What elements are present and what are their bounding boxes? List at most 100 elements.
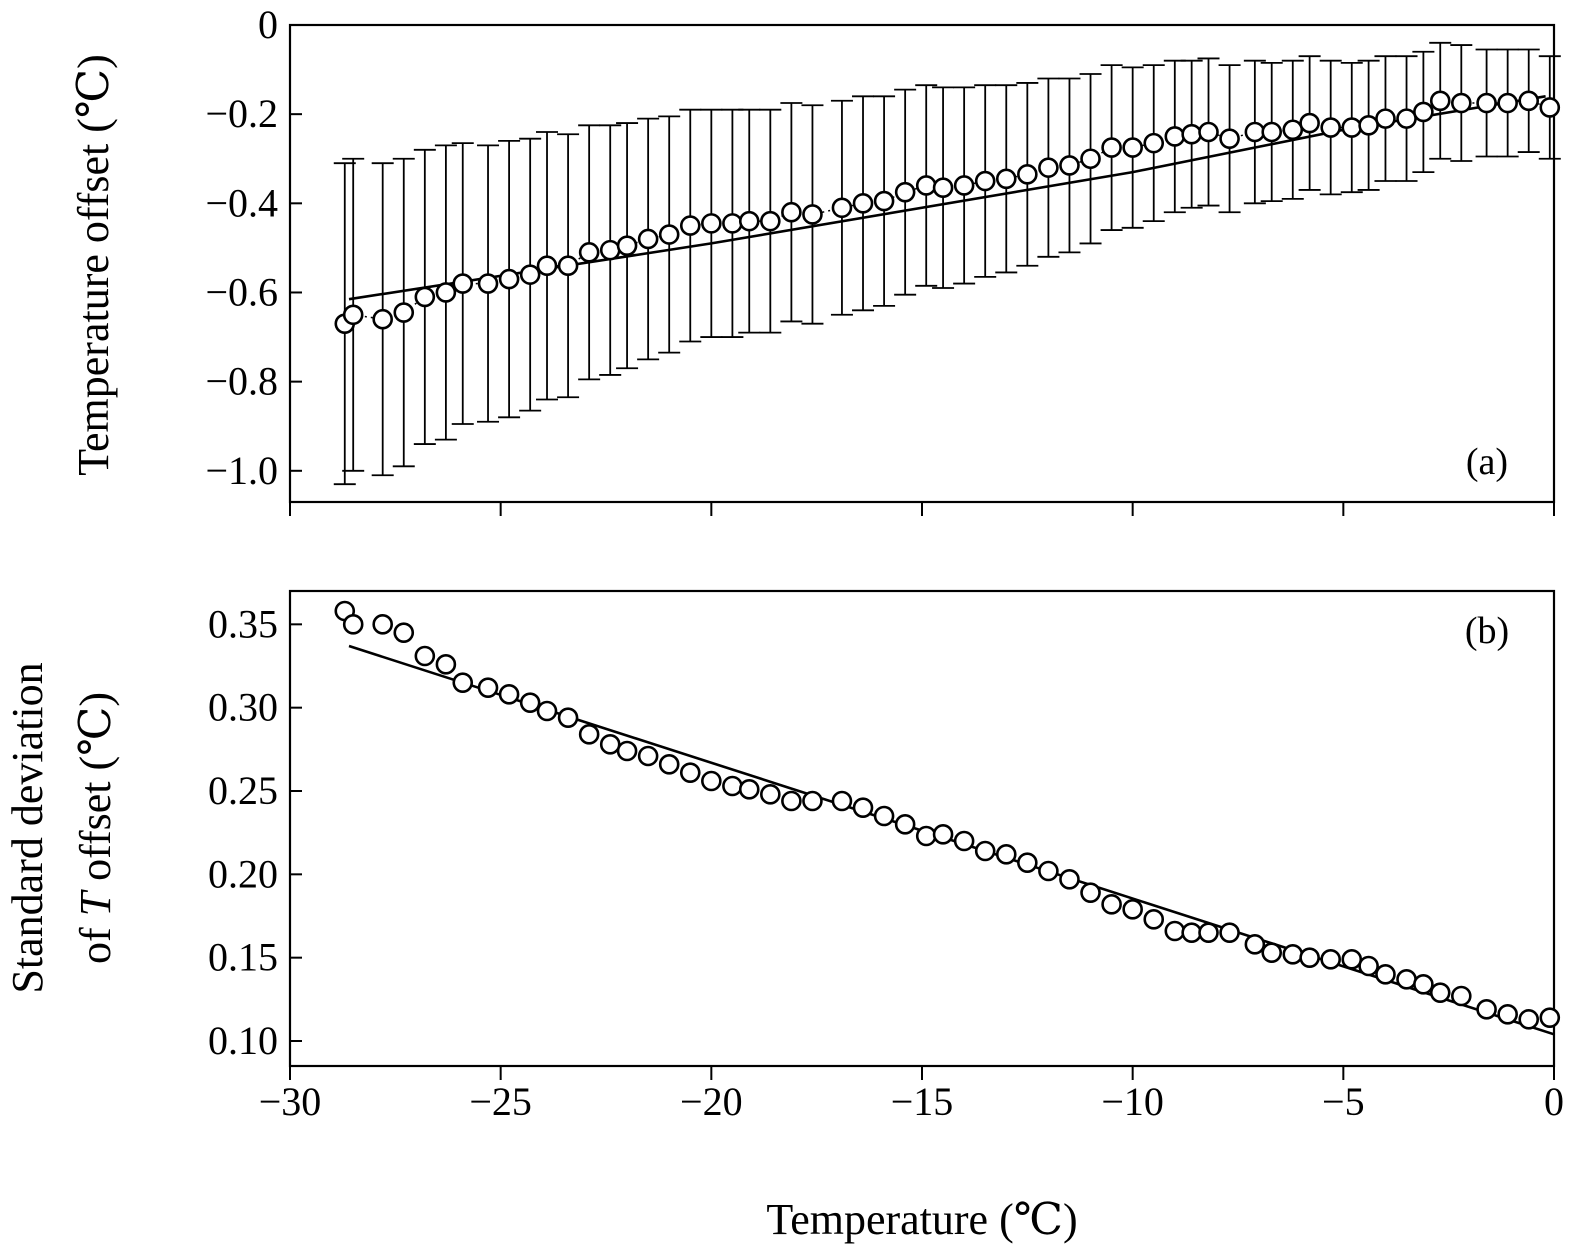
data-point — [599, 239, 621, 261]
data-point — [342, 304, 364, 326]
panel-b: 0.35 0.30 0.25 0.20 0.15 0.10 Standard deviat… — [3, 589, 1561, 1080]
data-point — [802, 204, 823, 225]
data-point — [679, 215, 701, 236]
data-point — [1282, 119, 1304, 141]
panel-b-y-axis-title-line1: Standard deviation — [3, 662, 52, 993]
data-point — [1341, 949, 1363, 970]
data-point — [1181, 922, 1202, 943]
data-point — [953, 175, 975, 196]
data-point — [894, 814, 916, 835]
data-point — [519, 264, 541, 285]
data-point — [738, 779, 760, 800]
y-tick-label: 0.15 — [208, 935, 278, 980]
panel-b-x-ticks — [289, 1066, 1555, 1080]
data-point — [760, 210, 781, 232]
data-point — [1518, 90, 1540, 112]
data-point — [1261, 942, 1283, 963]
data-point — [435, 282, 457, 303]
data-point — [852, 797, 874, 818]
y-tick-label: 0.30 — [208, 685, 278, 730]
data-point — [452, 672, 474, 693]
data-point — [616, 235, 638, 256]
data-point — [372, 614, 393, 635]
data-point — [1181, 123, 1202, 145]
data-point — [1261, 121, 1283, 143]
data-point — [831, 790, 853, 812]
data-point — [342, 614, 364, 635]
y-tick-label: 0.20 — [208, 851, 278, 896]
data-point — [1198, 121, 1219, 143]
panel-a-error-bars — [333, 41, 1561, 486]
data-point — [915, 825, 937, 847]
data-point — [414, 286, 436, 308]
data-point — [1341, 117, 1363, 138]
y-tick-label: 0.10 — [208, 1018, 278, 1063]
x-tick-labels: −30 −25 −20 −15 −10 −5 0 — [259, 1079, 1564, 1124]
data-point — [701, 770, 722, 792]
data-point — [519, 692, 541, 713]
data-point — [1497, 92, 1518, 114]
y-tick-label: −0.2 — [205, 91, 278, 136]
data-point — [616, 740, 638, 762]
data-point — [1164, 126, 1186, 147]
data-point — [1017, 164, 1038, 185]
data-point — [477, 273, 499, 294]
data-point — [393, 302, 415, 323]
data-point — [637, 228, 659, 250]
data-point — [1080, 148, 1101, 170]
panel-b-points — [334, 600, 1561, 1030]
data-point — [995, 168, 1017, 190]
data-point — [1244, 934, 1266, 955]
data-point — [1451, 92, 1472, 114]
x-tick-label: −20 — [680, 1079, 743, 1124]
data-point — [1143, 132, 1165, 154]
data-point — [1164, 920, 1186, 942]
data-point — [658, 754, 680, 775]
data-point — [1198, 922, 1219, 943]
data-point — [1320, 949, 1341, 970]
data-point — [1375, 108, 1396, 129]
data-point — [1101, 894, 1122, 915]
data-point — [894, 181, 916, 203]
data-point — [852, 193, 874, 214]
data-point — [1299, 112, 1320, 134]
panel-a-points — [334, 90, 1561, 334]
data-point — [1429, 90, 1451, 112]
data-point — [679, 762, 701, 783]
data-point — [932, 824, 954, 845]
data-point — [974, 170, 996, 192]
data-point — [1518, 1009, 1540, 1030]
panel-a: 0 −0.2 −0.4 −0.6 −0.8 −1.0 Temperature offset… — [69, 2, 1561, 516]
data-point — [831, 197, 853, 219]
y-tick-label: −0.4 — [205, 180, 278, 225]
data-point — [781, 201, 802, 223]
data-point — [452, 273, 474, 294]
data-point — [536, 700, 558, 722]
panel-b-label: (b) — [1465, 610, 1509, 652]
y-tick-label: −0.6 — [205, 269, 278, 314]
panel-a-label: (a) — [1466, 441, 1508, 483]
data-point — [1122, 137, 1143, 158]
data-point — [1413, 101, 1434, 123]
panel-a-y-ticks: 0 −0.2 −0.4 −0.6 −0.8 −1.0 — [205, 2, 302, 493]
data-point — [1358, 955, 1379, 977]
panel-a-x-ticks — [289, 502, 1555, 516]
data-point — [738, 210, 760, 232]
panel-b-y-axis-title-line2: of T offset (℃) — [71, 692, 120, 964]
data-point — [1038, 157, 1059, 178]
panel-a-frame — [288, 23, 1556, 504]
y-tick-label: 0 — [258, 2, 278, 47]
data-point — [393, 622, 415, 643]
data-point — [953, 830, 975, 852]
y-tick-label: −1.0 — [205, 448, 278, 493]
data-point — [1038, 860, 1059, 882]
data-point — [578, 242, 600, 263]
data-point — [498, 268, 520, 290]
data-point — [1059, 869, 1080, 890]
data-point — [1080, 882, 1101, 903]
panel-b-y-ticks: 0.35 0.30 0.25 0.20 0.15 0.10 — [208, 601, 302, 1063]
data-point — [1358, 115, 1379, 136]
x-tick-label: −30 — [259, 1079, 322, 1124]
data-point — [1101, 137, 1122, 158]
